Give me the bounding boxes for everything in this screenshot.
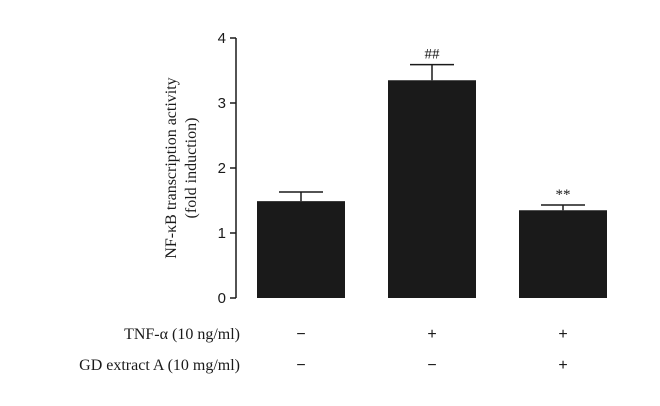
condition-mark: + [558,357,567,374]
condition-table: TNF-α (10 ng/ml) − + + GD extract A (10 mg/m… [79,326,568,374]
y-tick-label: 0 [218,290,226,307]
condition-row-label: GD extract A (10 mg/ml) [79,357,240,374]
y-tick-label: 1 [218,225,226,242]
significance-label: ## [425,47,441,63]
y-axis-title-line2: (fold induction) [183,118,200,219]
bars: ## ** [257,47,607,298]
bar [519,210,607,298]
bar [388,80,476,298]
condition-mark: − [296,326,305,343]
y-tick-label: 3 [218,95,226,112]
y-tick-label: 2 [218,160,226,177]
condition-mark: + [558,326,567,343]
y-axis-title-line1: NF-κB transcription activity [163,77,180,258]
significance-label: ** [556,187,571,203]
condition-row-label: TNF-α (10 ng/ml) [124,326,240,343]
y-axis-title: NF-κB transcription activity (fold induc… [163,77,200,258]
y-axis: 0 1 2 3 4 [218,30,237,307]
bar [257,201,345,298]
condition-mark: + [427,326,436,343]
y-tick-label: 4 [218,30,226,47]
condition-mark: − [427,357,436,374]
condition-mark: − [296,357,305,374]
